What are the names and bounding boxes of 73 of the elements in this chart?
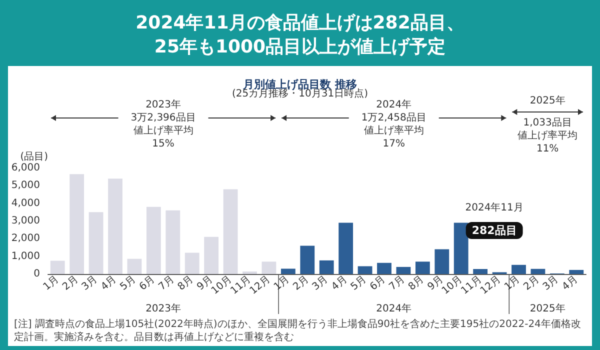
bar xyxy=(166,210,180,274)
y-tick-label: 0 xyxy=(34,268,40,280)
text: 2023年 xyxy=(146,302,182,314)
x-tick-label: 12月 xyxy=(248,274,272,297)
text: 値上げ率平均 xyxy=(133,124,194,136)
y-tick-label: 2,000 xyxy=(11,233,40,244)
x-tick-label: 4月 xyxy=(560,274,580,293)
text: 15% xyxy=(152,138,174,150)
x-tick-label: 6月 xyxy=(138,274,158,293)
bar xyxy=(50,260,65,274)
x-tick-label: 2月 xyxy=(291,274,311,293)
x-tick-label: 7月 xyxy=(156,274,176,293)
text: 3万2,396品目 xyxy=(130,112,196,124)
text: 2025年 xyxy=(530,94,566,106)
x-tick-label: 8月 xyxy=(406,274,426,293)
text: 1,033品目 xyxy=(523,118,572,128)
y-tick-label: 5,000 xyxy=(11,180,40,192)
bar xyxy=(415,262,430,274)
bar xyxy=(280,268,296,274)
bar xyxy=(454,222,468,274)
x-tick-label: 4月 xyxy=(99,274,119,293)
bar xyxy=(396,266,411,274)
y-tick-label: 1,000 xyxy=(11,250,40,262)
text: 2024年 xyxy=(376,302,412,314)
bar xyxy=(70,174,84,274)
bar xyxy=(223,189,238,274)
bar xyxy=(262,262,276,274)
bar xyxy=(358,266,372,274)
bar xyxy=(184,252,200,274)
text: 2025年 xyxy=(530,302,566,314)
y-tick-label: 6,000 xyxy=(11,162,40,174)
text: [注] 調査時点の食品上場105社(2022年時点)のほか、全国展開を行う非上場食品90社を含めた主要195社の2022-24年価格改定計画。実施済みを含む。品目数は再値上げなどに重複を含む xyxy=(14,318,581,343)
y-tick-label: 3,000 xyxy=(11,216,40,226)
x-tick-label: 5月 xyxy=(118,274,138,293)
text: 値上げ率平均 xyxy=(364,124,424,136)
bar xyxy=(473,269,488,274)
x-tick-label: 2月 xyxy=(60,274,80,293)
x-tick-label: 4月 xyxy=(330,274,350,293)
bar xyxy=(434,249,450,274)
bar xyxy=(530,268,546,274)
x-tick-label: 1月 xyxy=(272,274,292,293)
annotation: 2024年11月 xyxy=(465,202,524,214)
bar xyxy=(377,262,392,274)
text: 11% xyxy=(536,144,559,154)
bar xyxy=(569,270,584,274)
bar xyxy=(300,246,315,274)
text: 2023年 xyxy=(146,98,182,110)
bar xyxy=(338,222,354,274)
x-tick-label: 6月 xyxy=(368,274,388,293)
data-label: 282品目 xyxy=(472,224,517,238)
x-tick-label: 2月 xyxy=(522,274,542,293)
bar xyxy=(88,212,104,274)
text: 2024年 xyxy=(376,98,412,110)
bar xyxy=(319,260,334,274)
x-tick-label: 7月 xyxy=(387,274,407,293)
bar xyxy=(127,258,142,274)
chart-title: 2024年11月の食品値上げは282品目、 25年も1000品目以上が値上げ予定 xyxy=(136,12,464,58)
x-tick-label: 1月 xyxy=(502,274,522,293)
text: 1万2,458品目 xyxy=(361,112,426,124)
x-tick-label: 3月 xyxy=(541,274,561,293)
x-tick-label: 5月 xyxy=(348,274,369,293)
text: 値上げ率平均 xyxy=(518,130,578,142)
text: 17% xyxy=(382,138,405,150)
bar xyxy=(108,178,122,274)
y-tick-label: 4,000 xyxy=(11,198,40,209)
x-tick-label: 8月 xyxy=(176,274,196,293)
x-tick-label: 3月 xyxy=(310,274,330,293)
x-tick-label: 3月 xyxy=(80,274,100,293)
x-tick-label: 1月 xyxy=(42,274,62,293)
y-axis-title: (品目) xyxy=(20,152,48,162)
bar xyxy=(146,206,161,274)
bar xyxy=(512,264,526,274)
bar xyxy=(204,236,219,274)
